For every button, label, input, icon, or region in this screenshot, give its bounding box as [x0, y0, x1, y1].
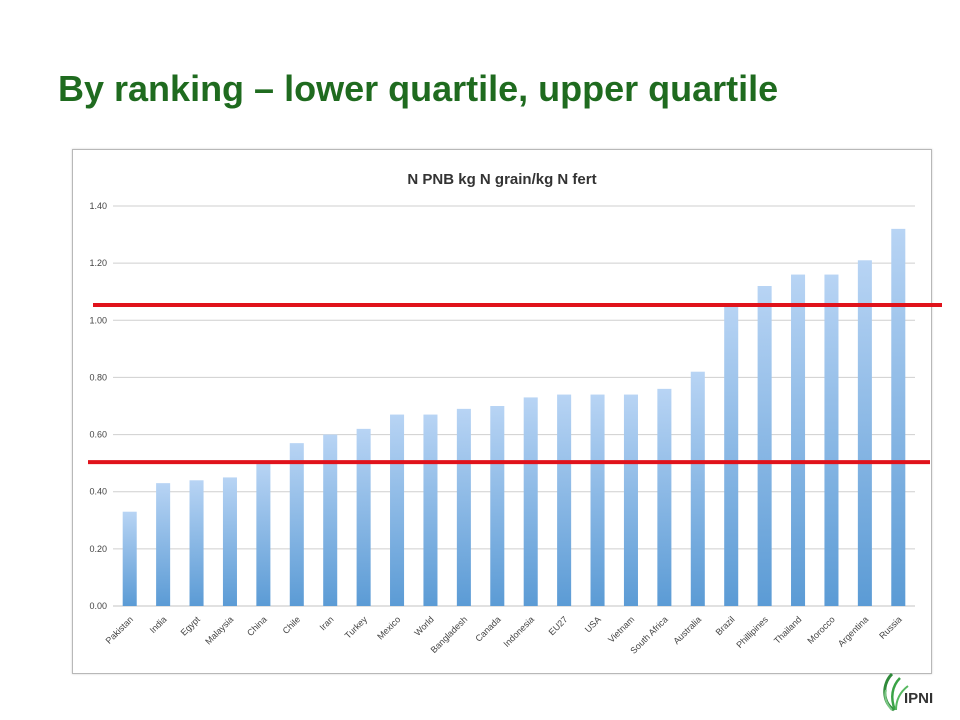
ipni-leaf-icon [883, 672, 909, 712]
bar-canada [490, 406, 505, 606]
slide-title: By ranking – lower quartile, upper quart… [58, 68, 779, 109]
x-tick-label: Australia [671, 614, 703, 646]
bar-eu27 [557, 394, 572, 606]
y-tick-label: 0.00 [89, 601, 107, 611]
x-tick-label: EU27 [547, 614, 570, 637]
x-tick-label: Phillipines [734, 614, 770, 650]
bar-morocco [824, 274, 839, 606]
x-tick-label: Vietnam [606, 614, 636, 644]
y-tick-label: 0.60 [89, 430, 107, 440]
x-tick-label: Canada [473, 614, 502, 643]
bar-south-africa [657, 388, 672, 606]
x-tick-label: Chile [281, 614, 303, 636]
x-tick-label: Iran [318, 614, 336, 632]
x-tick-label: Indonesia [501, 614, 536, 649]
bar-iran [323, 434, 338, 606]
bar-mexico [390, 414, 405, 606]
bar-pakistan [122, 511, 137, 606]
y-axis-ticks: 0.00 0.20 0.40 0.60 0.80 1.00 1.20 1.40 [89, 201, 107, 611]
bar-india [156, 483, 171, 606]
bar-russia [891, 228, 906, 606]
bar-egypt [189, 480, 204, 606]
x-tick-label: Thailand [772, 614, 803, 645]
x-tick-label: USA [583, 614, 603, 634]
ipni-logo: IPNI [880, 670, 952, 714]
bars [122, 228, 906, 606]
x-tick-label: Egypt [179, 614, 203, 638]
x-tick-label: Argentina [836, 614, 870, 648]
y-tick-label: 0.20 [89, 544, 107, 554]
x-tick-label: World [412, 614, 436, 638]
bar-brazil [724, 303, 739, 606]
bar-bangladesh [456, 408, 471, 606]
bar-australia [690, 371, 705, 606]
y-tick-label: 0.40 [89, 487, 107, 497]
logo-text: IPNI [904, 690, 934, 707]
x-tick-label: Morocco [805, 614, 836, 645]
y-tick-label: 1.00 [89, 315, 107, 325]
chart-title: N PNB kg N grain/kg N fert [407, 171, 596, 188]
bar-world [423, 414, 438, 606]
x-tick-label: India [148, 614, 169, 635]
x-tick-label: Pakistan [104, 614, 135, 645]
x-tick-label: China [245, 614, 269, 638]
chart-frame: N PNB kg N grain/kg N fert 0.00 0.20 0.40 0… [72, 149, 932, 674]
x-axis-ticks: Pakistan India Egypt Malaysia China Chile Iran… [104, 614, 904, 656]
x-tick-label: Russia [877, 614, 904, 641]
x-tick-label: Turkey [343, 614, 370, 641]
bar-chile [289, 443, 304, 606]
bar-malaysia [222, 477, 237, 606]
y-tick-label: 1.40 [89, 201, 107, 211]
grid-lines [113, 205, 915, 607]
y-tick-label: 1.20 [89, 258, 107, 268]
y-tick-label: 0.80 [89, 372, 107, 382]
x-tick-label: Brazil [714, 614, 737, 637]
bar-indonesia [523, 397, 538, 606]
x-tick-label: Mexico [375, 614, 402, 641]
bar-usa [590, 394, 605, 606]
x-tick-label: Malaysia [203, 614, 235, 646]
bar-argentina [857, 260, 872, 606]
bar-thailand [791, 274, 806, 606]
bar-china [256, 463, 271, 606]
bar-vietnam [623, 394, 638, 606]
bar-turkey [356, 428, 371, 606]
bar-phillipines [757, 286, 772, 606]
bar-chart: N PNB kg N grain/kg N fert 0.000.200.400… [89, 171, 915, 656]
